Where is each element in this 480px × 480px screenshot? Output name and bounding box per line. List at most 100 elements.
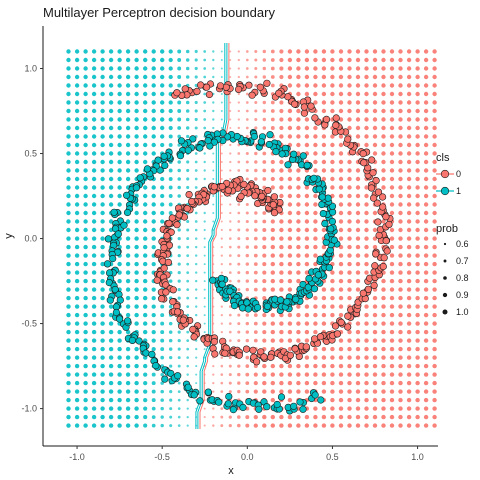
grid-probability-dot (398, 227, 403, 233)
grid-probability-dot (83, 312, 88, 318)
grid-probability-dot (398, 66, 403, 71)
grid-probability-dot (347, 423, 352, 428)
data-point-class-1 (310, 174, 318, 182)
grid-probability-dot (186, 262, 190, 266)
grid-probability-dot (100, 125, 105, 131)
data-point-class-0 (267, 353, 275, 361)
grid-probability-dot (406, 91, 412, 97)
grid-probability-dot (381, 185, 386, 190)
grid-probability-dot (364, 406, 369, 411)
grid-probability-dot (304, 414, 310, 420)
grid-probability-dot (262, 228, 267, 232)
grid-probability-dot (432, 202, 437, 207)
grid-probability-dot (330, 295, 335, 301)
y-tick-label: -0.5 (21, 319, 37, 329)
grid-probability-dot (83, 100, 88, 105)
grid-probability-dot (304, 49, 310, 54)
grid-probability-dot (220, 220, 223, 223)
grid-probability-dot (364, 363, 369, 369)
grid-probability-dot (287, 219, 293, 224)
grid-probability-dot (423, 219, 429, 224)
grid-probability-dot (415, 151, 420, 156)
grid-probability-dot (83, 49, 88, 54)
grid-probability-dot (66, 74, 71, 80)
grid-probability-dot (398, 414, 403, 420)
grid-probability-dot (423, 159, 429, 165)
data-point-class-0 (332, 114, 340, 122)
grid-probability-dot (108, 193, 114, 199)
grid-probability-dot (364, 134, 369, 139)
grid-probability-dot (254, 211, 258, 215)
grid-probability-dot (212, 177, 215, 181)
grid-probability-dot (160, 202, 165, 207)
grid-probability-dot (185, 126, 190, 130)
grid-probability-dot (372, 134, 378, 139)
grid-probability-dot (66, 278, 71, 284)
grid-probability-dot (160, 185, 165, 190)
grid-probability-dot (83, 244, 88, 250)
grid-probability-dot (270, 227, 275, 233)
grid-probability-dot (151, 193, 156, 199)
grid-probability-dot (220, 424, 224, 428)
grid-probability-dot (406, 287, 412, 292)
grid-probability-dot (304, 83, 310, 88)
grid-probability-dot (253, 245, 258, 249)
legend-item-cls-0: 0 (436, 169, 461, 179)
grid-probability-dot (245, 279, 249, 283)
grid-probability-dot (143, 159, 148, 165)
grid-probability-dot (296, 321, 301, 326)
grid-probability-dot (91, 168, 97, 173)
grid-probability-dot (194, 169, 198, 172)
grid-probability-dot (406, 372, 412, 377)
grid-probability-dot (304, 312, 310, 318)
grid-probability-dot (177, 288, 181, 292)
data-point-class-0 (300, 103, 308, 111)
grid-probability-dot (134, 227, 139, 233)
data-point-class-0 (210, 338, 218, 346)
grid-probability-dot (432, 423, 437, 428)
grid-probability-dot (212, 169, 215, 172)
data-point-class-0 (185, 191, 193, 199)
grid-probability-dot (91, 423, 97, 428)
grid-probability-dot (355, 236, 361, 241)
grid-probability-dot (415, 142, 420, 148)
grid-probability-dot (398, 244, 403, 250)
grid-probability-dot (364, 91, 369, 97)
grid-probability-dot (432, 57, 437, 63)
grid-probability-dot (125, 261, 131, 267)
grid-probability-dot (177, 134, 182, 139)
grid-probability-dot (237, 169, 241, 172)
grid-probability-dot (432, 185, 437, 190)
grid-probability-dot (389, 346, 395, 352)
grid-probability-dot (313, 406, 318, 411)
grid-probability-dot (100, 210, 105, 216)
grid-probability-dot (347, 100, 352, 105)
data-point-class-0 (258, 192, 266, 200)
grid-probability-dot (287, 270, 293, 275)
grid-probability-dot (160, 83, 165, 88)
grid-probability-dot (134, 406, 139, 411)
grid-probability-dot (423, 151, 429, 156)
grid-probability-dot (372, 151, 378, 156)
grid-probability-dot (279, 389, 284, 394)
grid-probability-dot (108, 134, 114, 139)
grid-probability-dot (398, 125, 403, 131)
grid-probability-dot (143, 125, 148, 131)
grid-probability-dot (100, 414, 105, 420)
grid-probability-dot (168, 338, 173, 343)
data-point-class-0 (380, 254, 388, 262)
grid-probability-dot (186, 134, 190, 139)
grid-probability-dot (296, 236, 301, 241)
grid-probability-dot (229, 220, 232, 223)
grid-probability-dot (100, 261, 105, 267)
grid-probability-dot (194, 305, 198, 308)
grid-probability-dot (372, 414, 378, 420)
grid-probability-dot (262, 177, 267, 181)
grid-probability-dot (279, 185, 284, 190)
grid-probability-dot (389, 151, 395, 156)
grid-probability-dot (245, 126, 249, 130)
grid-probability-dot (100, 363, 105, 369)
grid-probability-dot (270, 176, 275, 182)
grid-probability-dot (151, 49, 156, 54)
grid-probability-dot (108, 414, 114, 420)
